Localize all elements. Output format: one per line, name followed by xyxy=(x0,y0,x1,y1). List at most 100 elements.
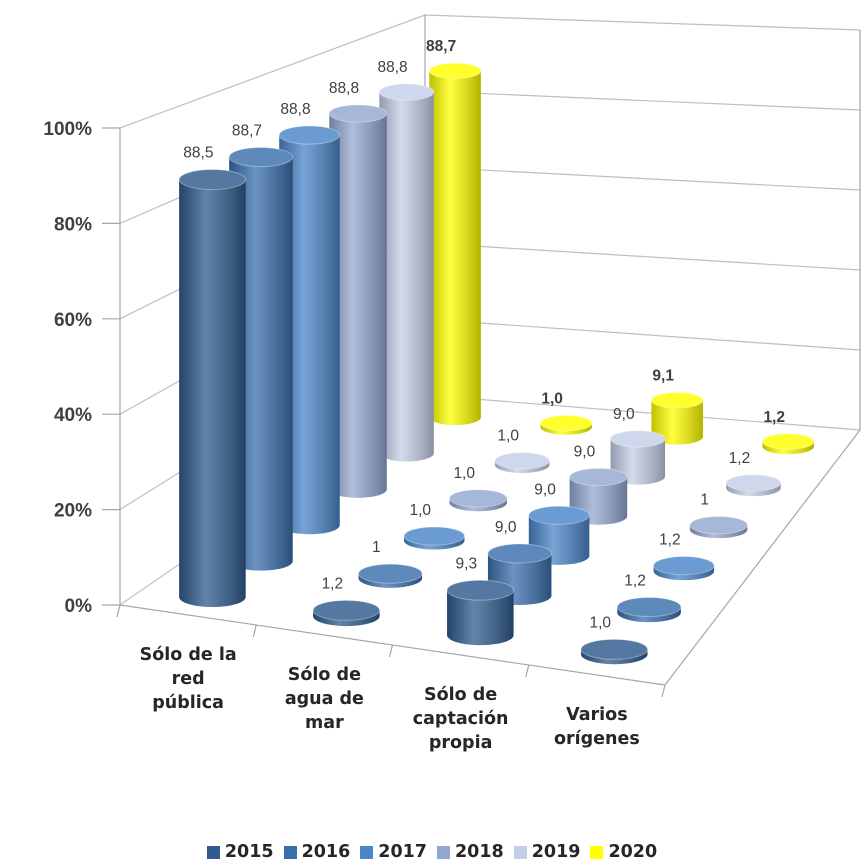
bar-top xyxy=(761,433,815,450)
legend-swatch xyxy=(590,845,604,859)
legend-label: 2020 xyxy=(608,842,658,862)
value-label: 1 xyxy=(700,492,709,509)
legend-swatch xyxy=(513,845,527,859)
value-label: 9,3 xyxy=(456,555,478,572)
bar xyxy=(448,489,508,512)
bar-shade xyxy=(610,438,666,485)
bar-top-hl xyxy=(449,489,507,507)
bar-top xyxy=(528,505,590,525)
value-label: 1 xyxy=(372,539,381,556)
x-tick-label: Sólo de la red pública xyxy=(139,645,237,714)
value-label: 88,8 xyxy=(377,59,407,76)
legend-swatch xyxy=(360,845,374,859)
legend: 2015 2016 2017 2018 2019 2020 xyxy=(0,842,864,862)
bar-shade xyxy=(429,70,481,426)
y-tick-label: 80% xyxy=(54,214,92,235)
bar xyxy=(378,83,435,462)
bar-top-hl xyxy=(617,597,681,617)
bar-top xyxy=(312,599,381,621)
bar-top-hl xyxy=(540,415,592,431)
legend-item: 2019 xyxy=(513,842,581,862)
bar-top xyxy=(689,516,748,535)
value-label: 9,1 xyxy=(652,368,674,385)
legend-label: 2019 xyxy=(531,842,581,862)
bar-top xyxy=(378,83,435,101)
bar xyxy=(689,516,748,539)
value-label: 1,2 xyxy=(624,573,646,590)
value-label: 88,5 xyxy=(183,145,213,162)
y-tick-label: 60% xyxy=(54,310,92,331)
axis-line xyxy=(664,429,861,686)
legend-item: 2020 xyxy=(590,842,657,862)
legend-swatch xyxy=(283,845,297,859)
value-label: 1,2 xyxy=(659,532,681,549)
value-label: 9,0 xyxy=(495,519,517,536)
bar-top-hl xyxy=(179,169,246,190)
value-label: 88,8 xyxy=(280,101,310,118)
bar-top xyxy=(650,392,704,409)
bar-shade xyxy=(279,135,340,535)
bar xyxy=(616,596,682,623)
bar-shade xyxy=(447,590,514,646)
bar-top-hl xyxy=(726,474,781,492)
bar-top-hl xyxy=(279,125,340,145)
x-tick xyxy=(661,684,666,698)
bar-top xyxy=(448,489,508,508)
legend-swatch xyxy=(206,845,220,859)
bar-top-hl xyxy=(404,526,465,546)
bar-top xyxy=(494,452,550,470)
bar xyxy=(446,579,515,646)
bar-top xyxy=(358,563,423,584)
x-tick xyxy=(252,624,257,638)
legend-label: 2017 xyxy=(378,842,427,862)
legend-label: 2016 xyxy=(301,842,351,862)
bar-top-hl xyxy=(487,543,552,563)
value-label: 1,2 xyxy=(763,409,785,426)
bar-top-hl xyxy=(762,433,814,450)
value-label: 1,0 xyxy=(453,465,475,482)
bar xyxy=(278,125,341,535)
value-label: 1,0 xyxy=(497,428,519,445)
bar-top-hl xyxy=(447,580,514,601)
bar xyxy=(610,430,666,485)
x-tick-label: Sólo de captación propia xyxy=(412,685,509,754)
bar-top xyxy=(487,543,552,564)
bar-top-hl xyxy=(569,468,628,486)
legend-item: 2016 xyxy=(283,842,351,862)
bar-top xyxy=(653,556,715,576)
bar-top-hl xyxy=(651,392,703,408)
bar-top xyxy=(725,474,782,492)
y-tick-label: 20% xyxy=(54,501,92,522)
value-label: 88,7 xyxy=(426,38,456,55)
value-label: 1,0 xyxy=(409,502,431,519)
value-label: 9,0 xyxy=(534,481,556,498)
bar-top-hl xyxy=(229,147,293,167)
y-tick-label: 40% xyxy=(54,405,92,426)
bar-top xyxy=(610,430,666,448)
bar xyxy=(328,104,388,498)
bar-top-hl xyxy=(313,600,380,621)
bar xyxy=(428,62,482,426)
x-tick-label: Varios orígenes xyxy=(553,705,640,750)
bar-top-hl xyxy=(610,430,666,448)
bar xyxy=(761,433,815,455)
bar-top xyxy=(178,169,247,190)
x-tick-label: Sólo de agua de mar xyxy=(284,665,364,734)
value-label: 88,7 xyxy=(232,123,262,140)
bar xyxy=(178,169,247,608)
legend-swatch xyxy=(437,845,450,859)
value-label: 1,2 xyxy=(322,575,344,592)
bar-shade xyxy=(379,92,434,462)
bar-top-hl xyxy=(581,639,648,660)
y-tick-label: 0% xyxy=(65,596,93,617)
legend-item: 2015 xyxy=(206,842,274,862)
bar-top-hl xyxy=(653,556,715,575)
grid-line xyxy=(119,14,861,129)
bar xyxy=(580,638,649,665)
bar-top-hl xyxy=(379,83,434,101)
value-label: 1,0 xyxy=(589,614,611,631)
value-label: 88,8 xyxy=(329,80,359,97)
bar-top-hl xyxy=(689,516,748,534)
value-label: 1,2 xyxy=(729,450,751,467)
legend-item: 2017 xyxy=(360,842,427,862)
